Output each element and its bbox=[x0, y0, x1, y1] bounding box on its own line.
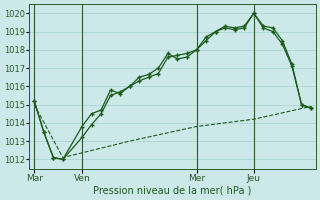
X-axis label: Pression niveau de la mer( hPa ): Pression niveau de la mer( hPa ) bbox=[93, 186, 252, 196]
